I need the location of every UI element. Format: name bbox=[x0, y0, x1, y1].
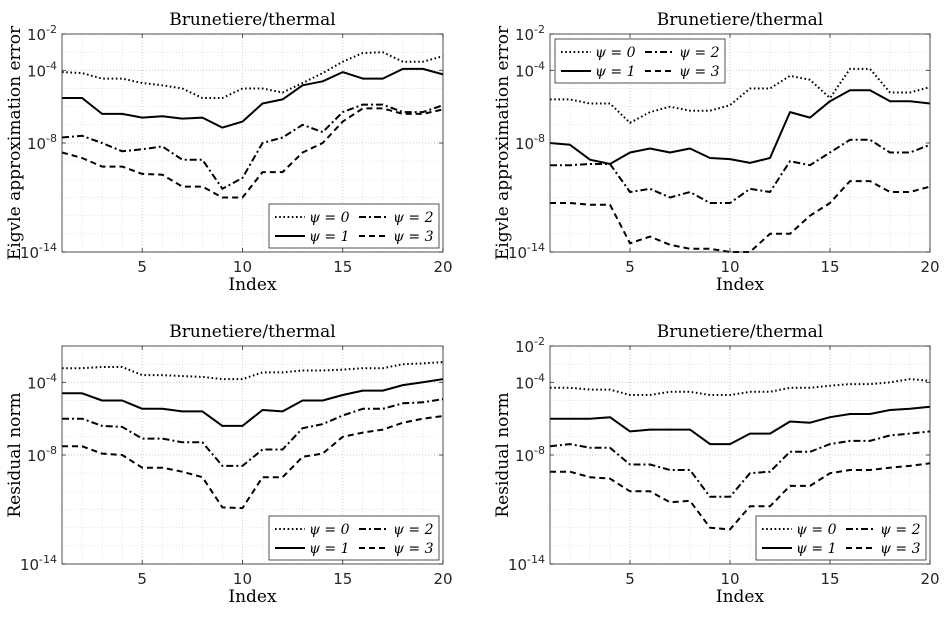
x-axis-label: Index bbox=[716, 275, 765, 295]
series-line-psi-1 bbox=[549, 89, 931, 165]
chart-title: Brunetiere/thermal bbox=[657, 322, 823, 342]
y-tick-label: 10-14 bbox=[508, 553, 545, 574]
series-line-psi-2 bbox=[550, 138, 931, 204]
chart-title: Brunetiere/thermal bbox=[169, 10, 335, 30]
legend-label: ψ = 2 bbox=[393, 522, 434, 538]
x-tick-label: 20 bbox=[433, 570, 452, 588]
y-axis-label: Residual norm bbox=[493, 392, 513, 517]
series-line-psi-1 bbox=[550, 405, 931, 446]
y-axis-label: Eigvle approximation error bbox=[493, 25, 513, 260]
legend-label: ψ = 3 bbox=[679, 64, 720, 80]
x-tick-label: 20 bbox=[433, 258, 452, 276]
legend: ψ = 0 ψ = 1 ψ = 2 ψ = 3 bbox=[268, 515, 440, 561]
legend-label: ψ = 1 bbox=[309, 229, 350, 245]
legend-label: ψ = 2 bbox=[679, 45, 720, 61]
x-tick-label: 10 bbox=[720, 258, 739, 276]
series-line-psi-3 bbox=[61, 107, 444, 199]
x-tick-label: 5 bbox=[625, 570, 635, 588]
legend: ψ = 0 ψ = 1 ψ = 2 ψ = 3 bbox=[268, 203, 440, 249]
series-line-psi-2 bbox=[62, 398, 444, 467]
series-line-psi-0 bbox=[62, 361, 444, 381]
x-tick-label: 15 bbox=[333, 258, 352, 276]
series-line-psi-2 bbox=[549, 430, 931, 498]
legend: ψ = 0 ψ = 1 ψ = 2 ψ = 3 bbox=[755, 515, 927, 561]
x-tick-label: 5 bbox=[137, 570, 147, 588]
x-tick-label: 15 bbox=[333, 570, 352, 588]
y-axis-label: Residual norm bbox=[5, 392, 25, 517]
y-tick-label: 10-2 bbox=[515, 23, 545, 44]
chart-title: Brunetiere/thermal bbox=[169, 322, 335, 342]
series-line-psi-1 bbox=[62, 67, 444, 129]
x-tick-label: 15 bbox=[820, 258, 839, 276]
series-line-psi-3 bbox=[550, 462, 931, 531]
legend-label: ψ = 3 bbox=[393, 541, 434, 557]
y-tick-label: 10-8 bbox=[515, 444, 545, 465]
series-line-psi-3 bbox=[62, 415, 444, 510]
chart-panel-2: 5 10 15 20 10-14 10-8 10-4 10-2 Brunetiere/therm… bbox=[493, 10, 940, 295]
legend-label: ψ = 1 bbox=[796, 541, 837, 557]
series-line-psi-0 bbox=[61, 51, 444, 99]
y-tick-label: 10-8 bbox=[27, 132, 57, 153]
x-tick-label: 5 bbox=[625, 258, 635, 276]
legend-label: ψ = 1 bbox=[595, 64, 636, 80]
legend-label: ψ = 0 bbox=[595, 45, 636, 61]
y-tick-label: 10-14 bbox=[508, 241, 545, 262]
x-axis-label: Index bbox=[716, 587, 765, 607]
y-tick-label: 10-14 bbox=[20, 553, 57, 574]
y-tick-label: 10-14 bbox=[20, 241, 57, 262]
legend: ψ = 0 ψ = 1 ψ = 2 ψ = 3 bbox=[554, 38, 726, 84]
legend-label: ψ = 0 bbox=[796, 522, 837, 538]
y-tick-label: 10-4 bbox=[515, 59, 545, 80]
legend-label: ψ = 0 bbox=[309, 210, 350, 226]
series-line-psi-0 bbox=[550, 67, 931, 124]
x-axis-label: Index bbox=[228, 275, 277, 295]
y-axis-label: Eigvle approximation error bbox=[5, 25, 25, 260]
series-line-psi-2 bbox=[61, 103, 444, 190]
legend-label: ψ = 0 bbox=[309, 522, 350, 538]
legend-label: ψ = 3 bbox=[393, 229, 434, 245]
series-line-psi-1 bbox=[62, 378, 444, 427]
chart-panel-1: 5 10 15 20 10-14 10-8 10-4 10-2 Brunetiere/therm… bbox=[5, 10, 453, 295]
series-line-psi-3 bbox=[550, 180, 931, 253]
legend-label: ψ = 3 bbox=[880, 541, 921, 557]
chart-panel-4: 5 10 15 20 10-14 10-8 10-4 10-2 Brunetiere/therm… bbox=[493, 322, 940, 607]
y-tick-label: 10-4 bbox=[27, 59, 57, 80]
y-tick-label: 10-2 bbox=[515, 335, 545, 356]
y-tick-label: 10-4 bbox=[515, 371, 545, 392]
x-tick-label: 10 bbox=[720, 570, 739, 588]
legend-label: ψ = 2 bbox=[880, 522, 921, 538]
y-tick-label: 10-4 bbox=[27, 371, 57, 392]
chart-panel-3: 5 10 15 20 10-14 10-8 10-4 Brunetiere/thermal In… bbox=[5, 322, 453, 607]
y-tick-label: 10-8 bbox=[515, 132, 545, 153]
series-line-psi-0 bbox=[550, 378, 931, 396]
y-tick-label: 10-8 bbox=[27, 444, 57, 465]
x-tick-label: 10 bbox=[233, 570, 252, 588]
legend-label: ψ = 2 bbox=[393, 210, 434, 226]
x-tick-label: 20 bbox=[920, 258, 939, 276]
y-tick-label: 10-2 bbox=[27, 23, 57, 44]
x-tick-label: 5 bbox=[137, 258, 147, 276]
x-axis-label: Index bbox=[228, 587, 277, 607]
chart-title: Brunetiere/thermal bbox=[657, 10, 823, 30]
legend-label: ψ = 1 bbox=[309, 541, 350, 557]
x-tick-label: 10 bbox=[233, 258, 252, 276]
x-tick-label: 20 bbox=[920, 570, 939, 588]
x-tick-label: 15 bbox=[820, 570, 839, 588]
